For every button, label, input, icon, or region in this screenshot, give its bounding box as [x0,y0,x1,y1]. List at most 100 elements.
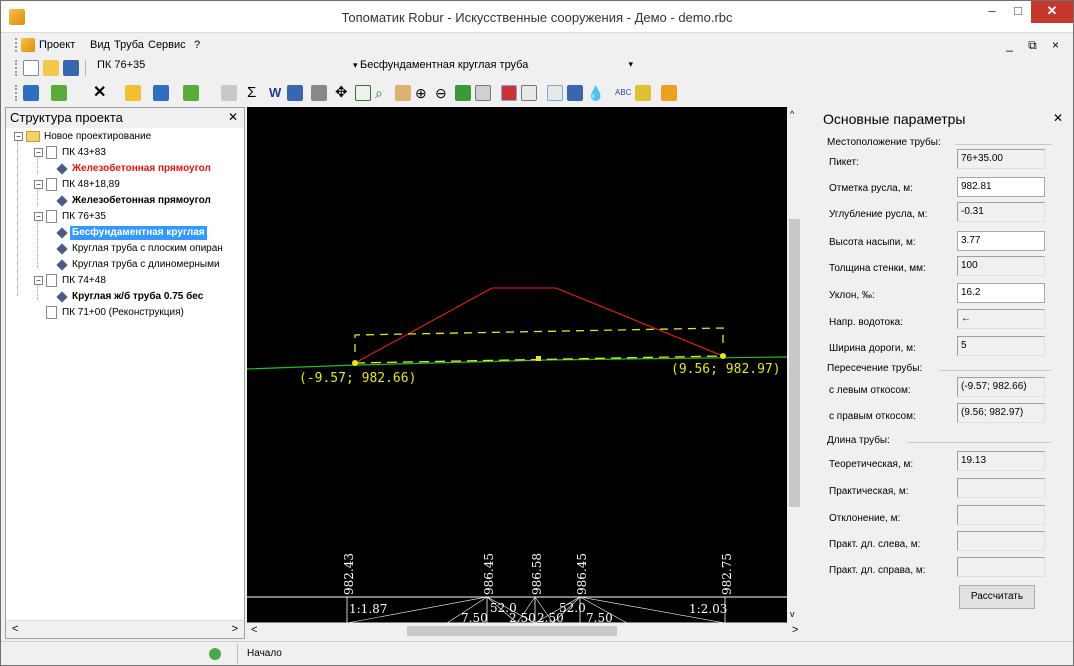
left-slope-field: (-9.57; 982.66) [957,377,1045,397]
scroll-left-icon[interactable]: < [12,623,19,635]
document-icon [46,178,57,191]
scroll-up-icon[interactable]: ^ [790,109,795,119]
slope-input[interactable]: 16.2 [957,283,1045,303]
picket-combo[interactable]: ПК 76+35 [97,59,146,71]
grid-icon[interactable] [153,85,169,101]
tree-item-pk4[interactable]: − ПК 74+48 [32,274,244,288]
add-icon[interactable] [51,85,67,101]
paint-icon[interactable] [635,85,651,101]
zoom-extents-icon[interactable] [355,85,371,101]
move-icon[interactable]: ✥ [335,84,348,101]
menu-grip [15,38,18,52]
menu-service[interactable]: Сервис [148,39,186,51]
collapse-icon[interactable]: − [14,132,23,141]
group-length-label: Длина трубы: [827,435,890,446]
tree-horizontal-scrollbar[interactable]: < > [6,620,244,638]
table-icon[interactable] [23,85,39,101]
object-icon[interactable] [125,85,141,101]
maximize-button[interactable]: □ [1014,3,1022,18]
tree-item-pipe[interactable]: Круглая труба с длиномерными [56,258,244,272]
pipe-type-combo[interactable]: ▾ Бесфундаментная круглая труба ▾ [353,59,637,71]
word-icon[interactable]: W [269,85,282,100]
tree-item-pipe[interactable]: Круглая ж/б труба 0.75 бес [56,290,244,304]
parameters-panel: Основные параметры ✕ Местоположение труб… [815,107,1071,639]
insert-icon[interactable] [183,85,199,101]
minimize-button[interactable]: – [988,3,996,18]
menu-view[interactable]: Вид [90,39,110,51]
menu-project[interactable]: Проект [39,39,76,51]
save-icon[interactable] [63,60,79,76]
pipe-red-icon[interactable] [501,85,517,101]
scroll-down-icon[interactable]: v [790,609,795,619]
table-diagonals [446,596,628,623]
tree-item-pk2[interactable]: − ПК 48+18,89 [32,178,244,192]
chevron-down-icon[interactable]: ▾ [628,59,633,69]
abc-icon[interactable]: ABC [615,88,632,97]
menu-pipe[interactable]: Труба [114,39,144,51]
collapse-icon[interactable]: − [34,276,43,285]
collapse-icon[interactable]: − [34,212,43,221]
water-icon[interactable]: 💧 [587,85,605,101]
edit-icon[interactable] [475,85,491,101]
delete-icon[interactable]: ✕ [93,84,107,101]
menu-help[interactable]: ? [194,39,201,51]
warning-icon[interactable] [661,85,677,101]
tree-view-icon[interactable] [547,85,563,101]
collapse-icon[interactable]: − [34,148,43,157]
new-file-icon[interactable] [23,60,39,76]
tree-item-pipe[interactable]: Круглая труба с плоским опиран [56,242,244,256]
scroll-thumb[interactable] [407,626,617,636]
canvas-horizontal-scrollbar[interactable]: < > [247,623,802,639]
tree-item-pk3[interactable]: − ПК 76+35 [32,210,244,224]
window-title: Топоматик Robur - Искусственные сооружен… [341,10,733,25]
collapse-icon[interactable]: − [34,180,43,189]
panel-title: Основные параметры [823,111,966,127]
grid-view-icon[interactable] [567,85,583,101]
close-panel-icon[interactable]: ✕ [1052,111,1063,125]
calculate-button[interactable]: Рассчитать [959,585,1035,609]
embankment-outline [354,287,724,364]
tree-item-label: Железобетонная прямоугол [72,195,211,206]
canvas-vertical-scrollbar[interactable]: ^ v [787,107,802,623]
close-button[interactable]: ✕ [1031,1,1073,23]
toolbar-separator [85,60,86,76]
close-panel-icon[interactable]: ✕ [227,110,238,124]
toolbar-tools: ✕ Σ W ✥ ⌕ ⊕ ⊖ 💧 ABC [1,81,1073,105]
excel-icon[interactable] [287,85,303,101]
mdi-controls[interactable]: _ ⧉ × [1006,38,1065,52]
pan-icon[interactable] [395,85,411,101]
tree-item-pk5[interactable]: ПК 71+00 (Реконструкция) [32,306,244,320]
tree-line [37,188,38,206]
document-icon [46,274,57,287]
cross-section-canvas[interactable]: (-9.57; 982.66) (9.56; 982.97) 982.43 98… [247,107,787,623]
tree-item-pipe[interactable]: Железобетонная прямоугол [56,194,244,208]
print-icon[interactable] [311,85,327,101]
scroll-left-icon[interactable]: < [251,624,258,636]
disabled-icon [221,85,237,101]
tree-root-label: Новое проектирование [44,131,152,142]
tree-item-pipe-selected[interactable]: Бесфундаментная круглая [56,226,244,240]
bed-elevation-input[interactable]: 982.81 [957,177,1045,197]
embankment-height-input[interactable]: 3.77 [957,231,1045,251]
zoom-out-icon[interactable]: ⊖ [435,85,447,101]
scroll-right-icon[interactable]: > [792,624,799,636]
scroll-right-icon[interactable]: > [231,623,238,635]
zoom-in-icon[interactable]: ⊕ [415,85,427,101]
pipe-gray-icon[interactable] [521,85,537,101]
open-folder-icon[interactable] [43,60,59,76]
tree-item-pipe[interactable]: Железобетонная прямоугол [56,162,244,176]
wall-thickness-field: 100 [957,256,1045,276]
sum-icon[interactable]: Σ [247,84,257,101]
refresh-icon[interactable] [455,85,471,101]
zoom-window-icon[interactable]: ⌕ [375,85,383,101]
wall-thickness-label: Толщина стенки, мм: [829,263,926,274]
tree-root[interactable]: − Новое проектирование [12,130,244,144]
tree-item-pk1[interactable]: − ПК 43+83 [32,146,244,160]
status-divider [237,644,238,664]
elevation-label: 986.45 [482,553,496,595]
scroll-thumb[interactable] [789,219,800,507]
left-point-label: (-9.57; 982.66) [299,371,416,386]
pipe-icon [56,291,68,303]
distance-label: 2.50 [537,611,564,623]
